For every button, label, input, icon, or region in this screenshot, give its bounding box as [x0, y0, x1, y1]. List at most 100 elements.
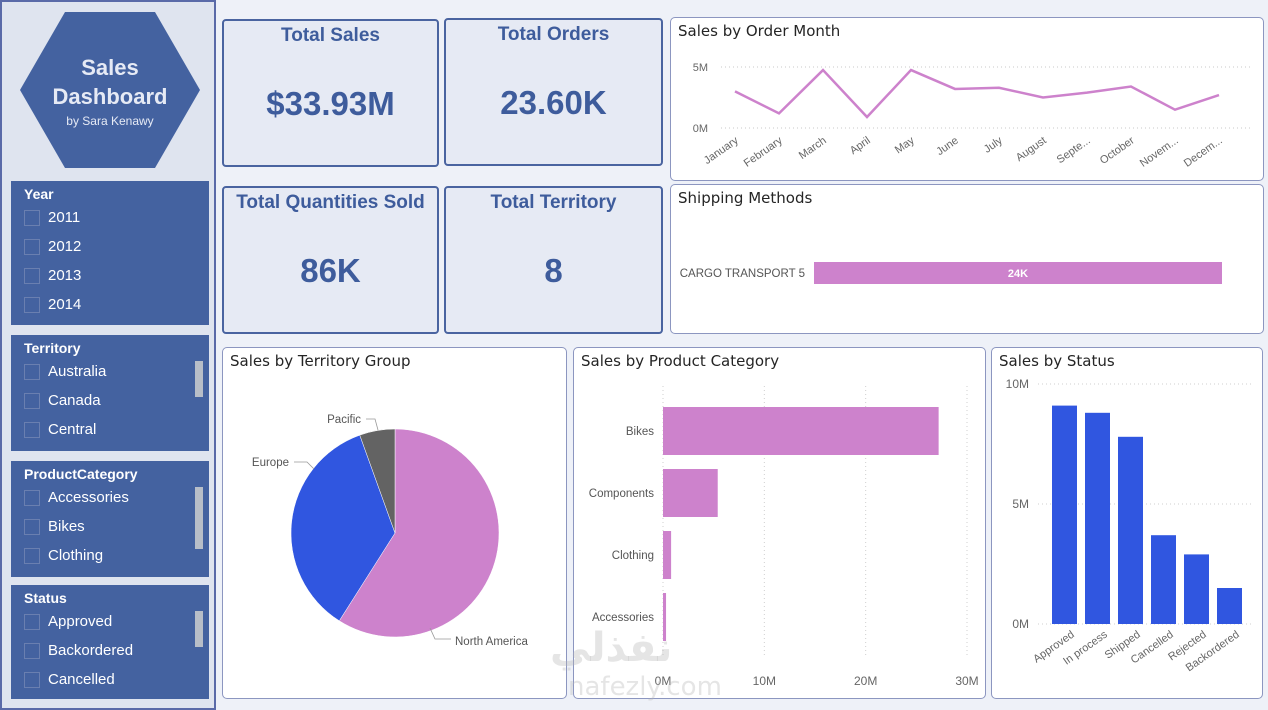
bar [814, 262, 1222, 284]
bar [1151, 535, 1176, 624]
checkbox[interactable] [24, 267, 40, 284]
slicer-item[interactable]: Accessories [11, 483, 209, 512]
filter-sidebar: Sales Dashboard by Sara Kenawy Year 2011 2… [0, 0, 216, 710]
chart-title: Sales by Order Month [678, 22, 841, 40]
bar [663, 469, 718, 517]
x-tick-label: 10M [753, 674, 776, 688]
x-tick-label: January [702, 134, 741, 167]
bar [663, 531, 672, 579]
kpi-total-sales: Total Sales $33.93M [222, 19, 439, 167]
kpi-value: $33.93M [266, 85, 395, 122]
scrollbar[interactable] [195, 611, 203, 647]
category-label: Accessories [592, 612, 654, 624]
shipping-bar-chart: CARGO TRANSPORT 5 24K [680, 262, 1222, 284]
bar [1184, 554, 1209, 624]
slice-label: North America [455, 636, 528, 648]
slicer-item-label: Clothing [48, 547, 104, 564]
bar [1085, 412, 1110, 624]
kpi-label: Total Orders [497, 24, 610, 45]
sales-by-order-month-panel[interactable]: Sales by Order Month 0M 5M January February… [670, 17, 1264, 181]
bar [1052, 405, 1077, 624]
slicer-item[interactable]: 2014 [11, 290, 209, 319]
sales-by-product-category-panel[interactable]: Sales by Product Category 0M 10M 20M 30M Bik… [573, 347, 986, 699]
kpi-value: 8 [544, 252, 563, 289]
checkbox[interactable] [24, 642, 40, 659]
sales-by-status-panel[interactable]: Sales by Status 0M 5M 10M Approved In proces… [991, 347, 1263, 699]
category-label: Components [589, 488, 654, 500]
x-tick-label: February [742, 134, 785, 169]
pie-slice-north-america [338, 428, 500, 638]
slicer-item[interactable]: Cancelled [11, 665, 209, 694]
data-label: 24K [1008, 268, 1028, 280]
slicer-territory: Territory Australia Canada Central [11, 335, 209, 451]
slicer-item[interactable]: 2012 [11, 232, 209, 261]
kpi-total-quantities-sold: Total Quantities Sold 86K [222, 186, 439, 334]
watermark-arabic: نفذلي [550, 625, 673, 671]
slicer-item[interactable]: Canada [11, 386, 209, 415]
checkbox[interactable] [24, 671, 40, 688]
x-tick-label: June [934, 135, 960, 159]
bar [1217, 588, 1242, 624]
slicer-title: ProductCategory [24, 466, 138, 482]
category-label: Bikes [626, 426, 654, 438]
slicer-title: Year [24, 186, 54, 202]
kpi-label: Total Territory [490, 192, 617, 213]
slicer-item[interactable]: Australia [11, 357, 209, 386]
slicer-item[interactable]: 2013 [11, 261, 209, 290]
checkbox[interactable] [24, 547, 40, 564]
slicer-item-label: Bikes [48, 518, 85, 535]
x-tick-label: March [797, 135, 829, 162]
slicer-productcategory: ProductCategory Accessories Bikes Clothing [11, 461, 209, 577]
x-tick-label: Septe... [1055, 135, 1093, 167]
slicer-item[interactable]: Clothing [11, 541, 209, 570]
checkbox[interactable] [24, 363, 40, 380]
slice-label: Pacific [327, 414, 361, 426]
pie-slice-pacific [359, 428, 396, 534]
slicer-item-label: Backordered [48, 642, 134, 659]
checkbox[interactable] [24, 238, 40, 255]
kpi-label: Total Quantities Sold [236, 192, 425, 213]
line-chart: 0M 5M January February March April May June July… [693, 62, 1251, 170]
slicer-item-label: 2013 [48, 267, 82, 284]
checkbox[interactable] [24, 613, 40, 630]
bar [663, 407, 939, 455]
x-tick-label: Novem... [1138, 135, 1181, 170]
bar [1118, 436, 1143, 624]
author-label: by Sara Kenawy [66, 114, 154, 128]
slicer-item-label: Accessories [48, 489, 129, 506]
scrollbar[interactable] [195, 361, 203, 397]
scrollbar[interactable] [195, 487, 203, 549]
category-bar-chart: 0M 10M 20M 30M Bikes Components Clothing Access… [589, 386, 979, 688]
checkbox[interactable] [24, 209, 40, 226]
x-tick-label: Decem... [1182, 135, 1225, 170]
slicer-item[interactable]: Approved [11, 607, 209, 636]
checkbox[interactable] [24, 518, 40, 535]
checkbox[interactable] [24, 296, 40, 313]
chart-title: Sales by Territory Group [230, 352, 411, 370]
x-tick-label: May [893, 134, 917, 156]
kpi-value: 23.60K [500, 84, 607, 121]
slicer-item[interactable]: 2011 [11, 203, 209, 232]
checkbox[interactable] [24, 392, 40, 409]
chart-title: Shipping Methods [678, 189, 813, 207]
y-tick-label: 5M [693, 62, 708, 74]
slicer-item[interactable]: Central [11, 415, 209, 444]
pie-chart: North America Europe Pacific [252, 414, 529, 648]
shipping-methods-panel[interactable]: Shipping Methods CARGO TRANSPORT 5 24K [670, 184, 1264, 334]
series-line [734, 68, 1220, 119]
y-tick-label: 10M [1006, 377, 1029, 391]
slicer-item-label: Central [48, 421, 97, 438]
leader-line [366, 418, 379, 431]
dashboard-title-line1: Sales [81, 55, 139, 80]
checkbox[interactable] [24, 489, 40, 506]
slicer-item-label: 2011 [48, 209, 81, 226]
slicer-item[interactable]: Backordered [11, 636, 209, 665]
bar [663, 593, 667, 641]
kpi-total-orders: Total Orders 23.60K [444, 18, 663, 166]
slicer-item[interactable]: Bikes [11, 512, 209, 541]
slicer-year: Year 2011 2012 2013 2014 [11, 181, 209, 325]
sales-by-territory-panel[interactable]: Sales by Territory Group North America Eu… [222, 347, 567, 699]
slicer-item-label: Australia [48, 363, 107, 380]
checkbox[interactable] [24, 421, 40, 438]
